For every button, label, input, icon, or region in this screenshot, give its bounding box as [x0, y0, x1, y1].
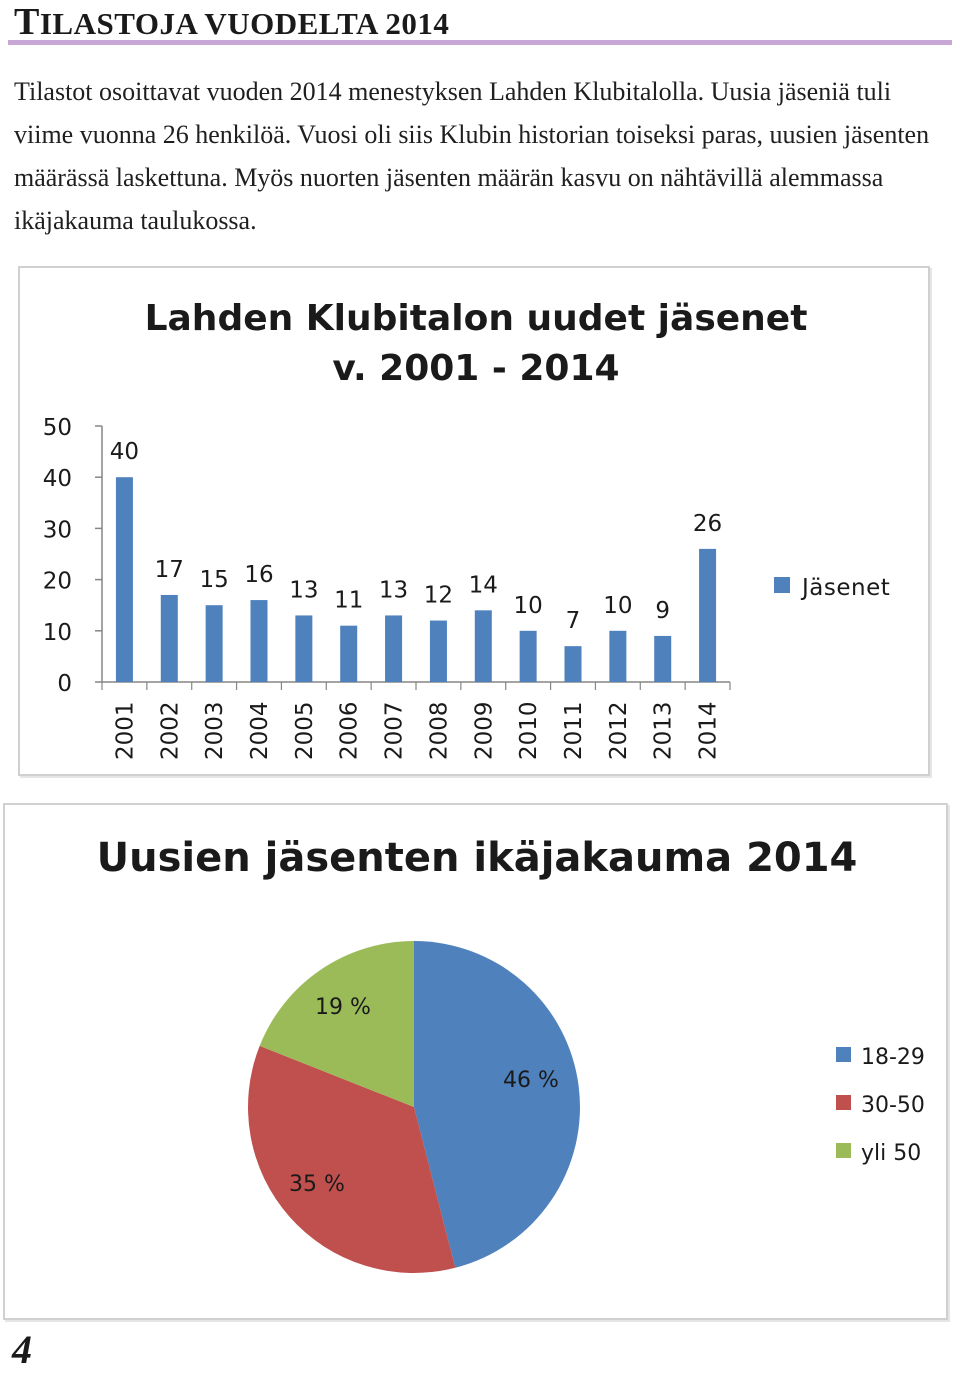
pie-value-label: 19 %	[315, 995, 371, 1020]
x-tick-label: 2001	[112, 701, 138, 760]
bar-data-label: 16	[244, 562, 273, 588]
bar-data-label: 13	[289, 577, 318, 603]
y-tick-label: 0	[57, 671, 72, 697]
bar	[654, 635, 672, 682]
bar	[609, 630, 627, 682]
pie-title: Uusien jäsenten ikäjakauma 2014	[97, 835, 858, 881]
bar	[429, 620, 447, 682]
legend-label: 18-29	[861, 1045, 925, 1070]
x-tick-label: 2004	[247, 701, 273, 760]
x-tick-label: 2008	[426, 701, 452, 760]
x-tick-label: 2012	[606, 701, 632, 760]
x-tick-label: 2003	[202, 701, 228, 760]
bar	[160, 594, 178, 682]
legend-swatch	[836, 1143, 851, 1158]
bar-data-label: 15	[200, 567, 229, 593]
legend-swatch	[836, 1047, 851, 1062]
pie-value-label: 46 %	[503, 1068, 559, 1093]
legend-label: Jäsenet	[800, 575, 890, 601]
legend-label: yli 50	[861, 1141, 921, 1166]
x-tick-label: 2002	[157, 701, 183, 760]
pie-value-label: 35 %	[289, 1172, 345, 1197]
bar	[699, 548, 717, 682]
bar-data-label: 14	[469, 572, 498, 598]
bar	[115, 477, 133, 682]
y-tick-label: 20	[43, 569, 72, 595]
bar	[295, 615, 313, 682]
bar-data-label: 7	[566, 608, 581, 634]
bar-data-label: 12	[424, 583, 453, 609]
bar-chart: Lahden Klubitalon uudet jäsenet v. 2001 -…	[43, 298, 890, 760]
bar-data-label: 11	[334, 588, 363, 614]
x-tick-label: 2011	[561, 701, 587, 760]
y-tick-label: 10	[43, 620, 72, 646]
x-tick-label: 2007	[382, 701, 408, 760]
bar-data-label: 17	[155, 557, 184, 583]
x-tick-label: 2013	[651, 701, 677, 760]
legend-label: 30-50	[861, 1093, 925, 1118]
bar-chart-frame: Lahden Klubitalon uudet jäsenet v. 2001 -…	[18, 266, 930, 776]
x-tick-label: 2006	[337, 701, 363, 760]
bar	[474, 610, 492, 682]
y-tick-label: 50	[43, 415, 72, 441]
y-tick-label: 40	[43, 466, 72, 492]
x-tick-label: 2005	[292, 701, 318, 760]
bar	[205, 605, 223, 682]
bar-data-label: 10	[514, 593, 543, 619]
pie-chart: Uusien jäsenten ikäjakauma 2014 46 % 35 % 1…	[97, 835, 925, 1273]
x-tick-label: 2010	[516, 701, 542, 760]
bar	[564, 646, 582, 682]
pie-chart-frame: Uusien jäsenten ikäjakauma 2014 46 % 35 % 1…	[3, 803, 948, 1320]
heading-initial: T	[14, 1, 40, 43]
x-tick-label: 2009	[471, 701, 497, 760]
page-number: 4	[12, 1327, 32, 1372]
bar-data-label: 10	[603, 593, 632, 619]
pie-slice	[248, 1045, 456, 1273]
bar	[250, 600, 268, 682]
pie-slice	[259, 941, 414, 1107]
y-tick-label: 30	[43, 517, 72, 543]
bar	[519, 630, 537, 682]
bar	[385, 615, 403, 682]
chart-title-line: Lahden Klubitalon uudet jäsenet	[145, 298, 808, 339]
intro-paragraph: Tilastot osoittavat vuoden 2014 menestyk…	[14, 77, 930, 235]
bar	[340, 625, 358, 682]
pie-slice	[414, 941, 580, 1268]
legend-swatch	[774, 577, 790, 593]
chart-title-line: v. 2001 - 2014	[332, 348, 619, 389]
bar-data-label: 40	[110, 439, 139, 465]
legend-swatch	[836, 1095, 851, 1110]
bar-data-label: 13	[379, 577, 408, 603]
page-heading: TILASTOJA VUODELTA 2014	[14, 0, 449, 44]
x-tick-label: 2014	[696, 701, 722, 760]
bar-data-label: 26	[693, 511, 722, 537]
heading-underline	[8, 40, 952, 45]
bar-data-label: 9	[655, 598, 670, 624]
heading-rest: ILASTOJA VUODELTA 2014	[39, 6, 450, 41]
